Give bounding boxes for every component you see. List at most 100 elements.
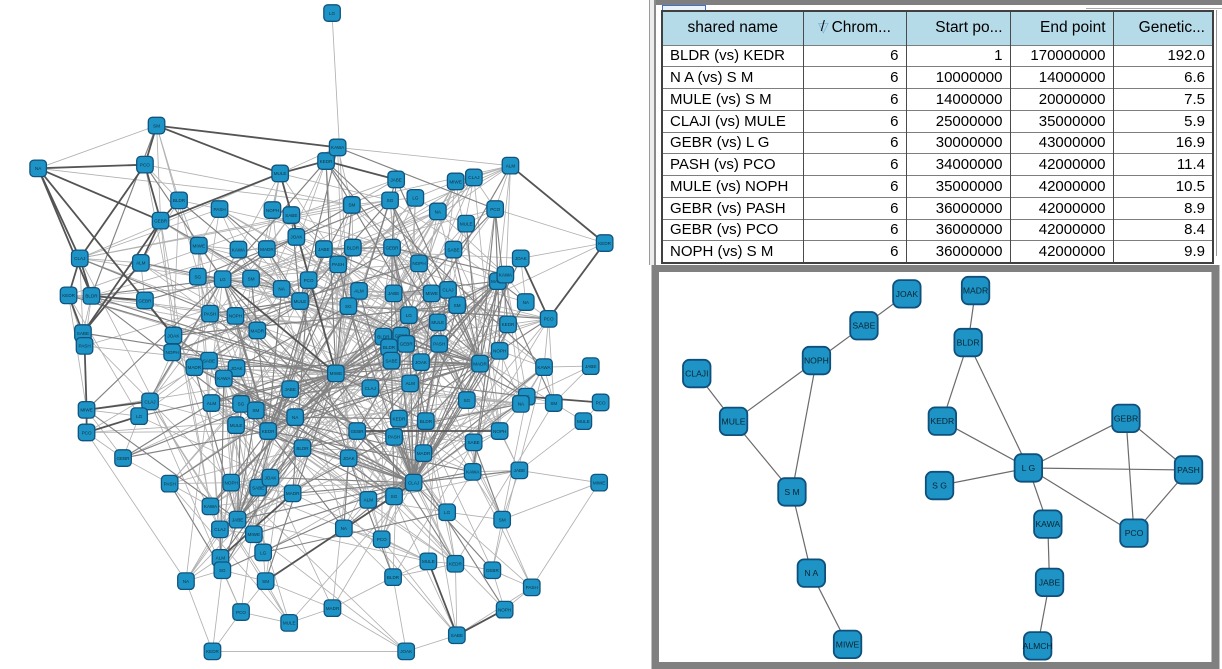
svg-text:JABE: JABE	[318, 247, 330, 252]
svg-text:NOPH: NOPH	[498, 607, 511, 612]
svg-text:LG: LG	[220, 277, 227, 282]
svg-text:CLAJ: CLAJ	[144, 399, 155, 404]
svg-text:L G: L G	[1022, 463, 1036, 473]
svg-text:SABE: SABE	[385, 359, 397, 364]
svg-text:NOPH: NOPH	[166, 350, 179, 355]
svg-text:NOPH: NOPH	[266, 208, 279, 213]
svg-text:MULE: MULE	[577, 419, 590, 424]
svg-text:SG: SG	[194, 274, 201, 279]
svg-text:ALMCH: ALMCH	[1023, 641, 1053, 651]
svg-text:SG: SG	[391, 494, 398, 499]
svg-text:ALM: ALM	[207, 401, 217, 406]
svg-text:PCO: PCO	[377, 537, 387, 542]
svg-text:BLDR: BLDR	[296, 446, 309, 451]
svg-text:JOAK: JOAK	[265, 476, 278, 481]
svg-text:KEDR: KEDR	[262, 429, 275, 434]
svg-text:NOPH: NOPH	[225, 481, 238, 486]
svg-text:MULE: MULE	[274, 171, 287, 176]
svg-text:BLDR: BLDR	[377, 334, 390, 339]
svg-text:PASH: PASH	[214, 207, 226, 212]
svg-text:SG: SG	[238, 402, 245, 407]
svg-text:ALM: ALM	[364, 498, 374, 503]
svg-text:JOAK: JOAK	[343, 456, 356, 461]
svg-text:MULE: MULE	[722, 416, 746, 426]
svg-text:JOAK: JOAK	[896, 289, 919, 299]
svg-text:PCO: PCO	[236, 610, 246, 615]
svg-text:JABE: JABE	[1039, 577, 1061, 587]
svg-text:SM: SM	[454, 303, 461, 308]
svg-text:S M: S M	[784, 487, 799, 497]
svg-text:KEDR: KEDR	[393, 417, 406, 422]
svg-text:NA: NA	[518, 402, 525, 407]
svg-text:MULE: MULE	[283, 621, 296, 626]
svg-text:BLDR: BLDR	[85, 294, 98, 299]
svg-text:NA: NA	[183, 579, 190, 584]
svg-text:KAWA: KAWA	[1035, 519, 1060, 529]
svg-text:SM: SM	[252, 408, 259, 413]
svg-text:MIWE: MIWE	[593, 481, 606, 486]
svg-text:ALM: ALM	[405, 381, 415, 386]
svg-text:MULE: MULE	[230, 423, 243, 428]
svg-text:CLAJ: CLAJ	[214, 527, 225, 532]
svg-text:SABE: SABE	[852, 321, 875, 331]
svg-text:LG: LG	[329, 11, 336, 16]
svg-text:MADR: MADR	[260, 247, 274, 252]
svg-text:JABE: JABE	[284, 387, 296, 392]
svg-text:JOAK: JOAK	[167, 333, 180, 338]
svg-text:BLDR: BLDR	[957, 338, 980, 348]
svg-text:NOPH: NOPH	[229, 314, 242, 319]
svg-text:KAWA: KAWA	[232, 247, 246, 252]
svg-text:KAWA: KAWA	[537, 365, 551, 370]
svg-text:PASH: PASH	[79, 344, 91, 349]
svg-text:NA: NA	[278, 287, 285, 292]
svg-text:PCO: PCO	[140, 163, 150, 168]
svg-text:MIWE: MIWE	[80, 408, 93, 413]
svg-text:KEDR: KEDR	[320, 159, 333, 164]
svg-text:PCO: PCO	[1125, 528, 1144, 538]
svg-text:SABE: SABE	[77, 331, 89, 336]
svg-text:GEBR: GEBR	[351, 429, 365, 434]
svg-text:MADR: MADR	[473, 361, 487, 366]
svg-text:MULE: MULE	[460, 222, 473, 227]
svg-text:MIWE: MIWE	[193, 243, 206, 248]
svg-text:GEBR: GEBR	[385, 245, 399, 250]
svg-text:S G: S G	[932, 481, 947, 491]
svg-text:MADR: MADR	[417, 451, 431, 456]
svg-text:MIWE: MIWE	[248, 532, 261, 537]
svg-text:SM: SM	[153, 123, 160, 128]
svg-text:ALM: ALM	[354, 289, 364, 294]
svg-text:MULE: MULE	[431, 320, 444, 325]
svg-text:JABE: JABE	[232, 517, 244, 522]
svg-text:MADR: MADR	[188, 365, 202, 370]
svg-text:KAWA: KAWA	[466, 470, 480, 475]
svg-text:CLAJI: CLAJI	[685, 369, 708, 379]
svg-text:JABE: JABE	[390, 177, 402, 182]
svg-text:JABE: JABE	[585, 364, 597, 369]
svg-text:SABE: SABE	[285, 213, 297, 218]
svg-text:NOPH: NOPH	[493, 429, 506, 434]
svg-text:KAWA: KAWA	[204, 504, 218, 509]
svg-text:MADR: MADR	[963, 286, 988, 296]
svg-text:PCO: PCO	[490, 207, 500, 212]
svg-text:KEDR: KEDR	[62, 293, 75, 298]
svg-text:NA: NA	[435, 209, 442, 214]
svg-text:KEDR: KEDR	[502, 322, 515, 327]
svg-text:MIWE: MIWE	[330, 371, 343, 376]
svg-text:GEBR: GEBR	[116, 456, 130, 461]
svg-text:GEBR: GEBR	[1114, 413, 1138, 423]
svg-text:KEDR: KEDR	[598, 241, 611, 246]
svg-text:ALM: ALM	[216, 556, 226, 561]
svg-text:SM: SM	[262, 579, 269, 584]
svg-text:PCO: PCO	[304, 278, 314, 283]
svg-text:NOPH: NOPH	[493, 349, 506, 354]
svg-text:JABE: JABE	[514, 468, 526, 473]
svg-text:NOPH: NOPH	[412, 261, 425, 266]
svg-text:PASH: PASH	[164, 481, 176, 486]
svg-text:PASH: PASH	[433, 342, 445, 347]
svg-text:SM: SM	[248, 276, 255, 281]
svg-text:NA: NA	[35, 166, 42, 171]
svg-text:KAWA: KAWA	[331, 145, 345, 150]
svg-text:NA: NA	[292, 415, 299, 420]
svg-text:GEBR: GEBR	[154, 219, 168, 224]
svg-text:JOAK: JOAK	[290, 235, 303, 240]
